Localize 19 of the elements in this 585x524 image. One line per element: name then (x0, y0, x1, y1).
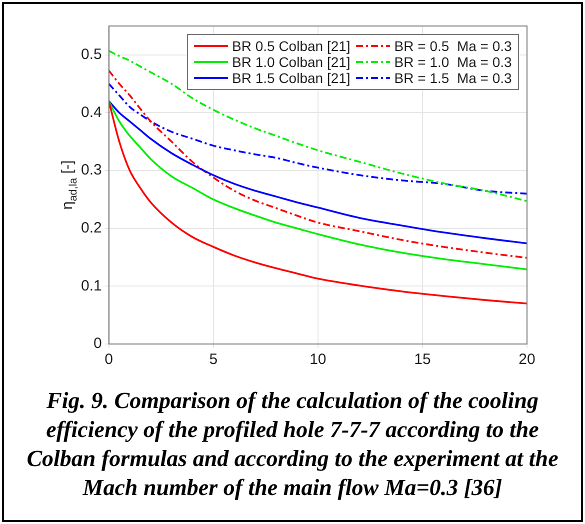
legend-label: BR = 1.5 Ma = 0.3 (394, 70, 512, 86)
x-tick-label: 20 (518, 351, 536, 368)
legend-label: BR = 1.0 Ma = 0.3 (394, 54, 512, 70)
legend-label: BR = 0.5 Ma = 0.3 (394, 38, 512, 54)
legend-label: BR 0.5 Colban [21] (232, 38, 350, 54)
x-tick-label: 0 (104, 351, 114, 368)
y-tick-label: 0.4 (80, 104, 102, 121)
x-tick-label: 10 (310, 351, 326, 368)
y-tick-label: 0.1 (80, 277, 102, 294)
y-tick-label: 0 (94, 335, 102, 352)
x-tick-label: 15 (414, 351, 431, 368)
y-axis-title: ηad,la [-] (58, 160, 80, 210)
caption: Fig. 9. Comparison of the calculation of the cooling efficiency of the profiled hole 7-7-7 according to the Colban formulas and according to the experiment at the Mach number of the main flow Ma=0.3 [36] (26, 387, 560, 502)
legend-label: BR 1.0 Colban [21] (232, 54, 350, 70)
y-tick-label: 0.5 (80, 46, 102, 64)
y-tick-label: 0.3 (80, 162, 102, 179)
x-tick-label: 5 (209, 351, 218, 368)
y-tick-label: 0.2 (80, 220, 102, 237)
legend-label: BR 1.5 Colban [21] (232, 70, 350, 86)
